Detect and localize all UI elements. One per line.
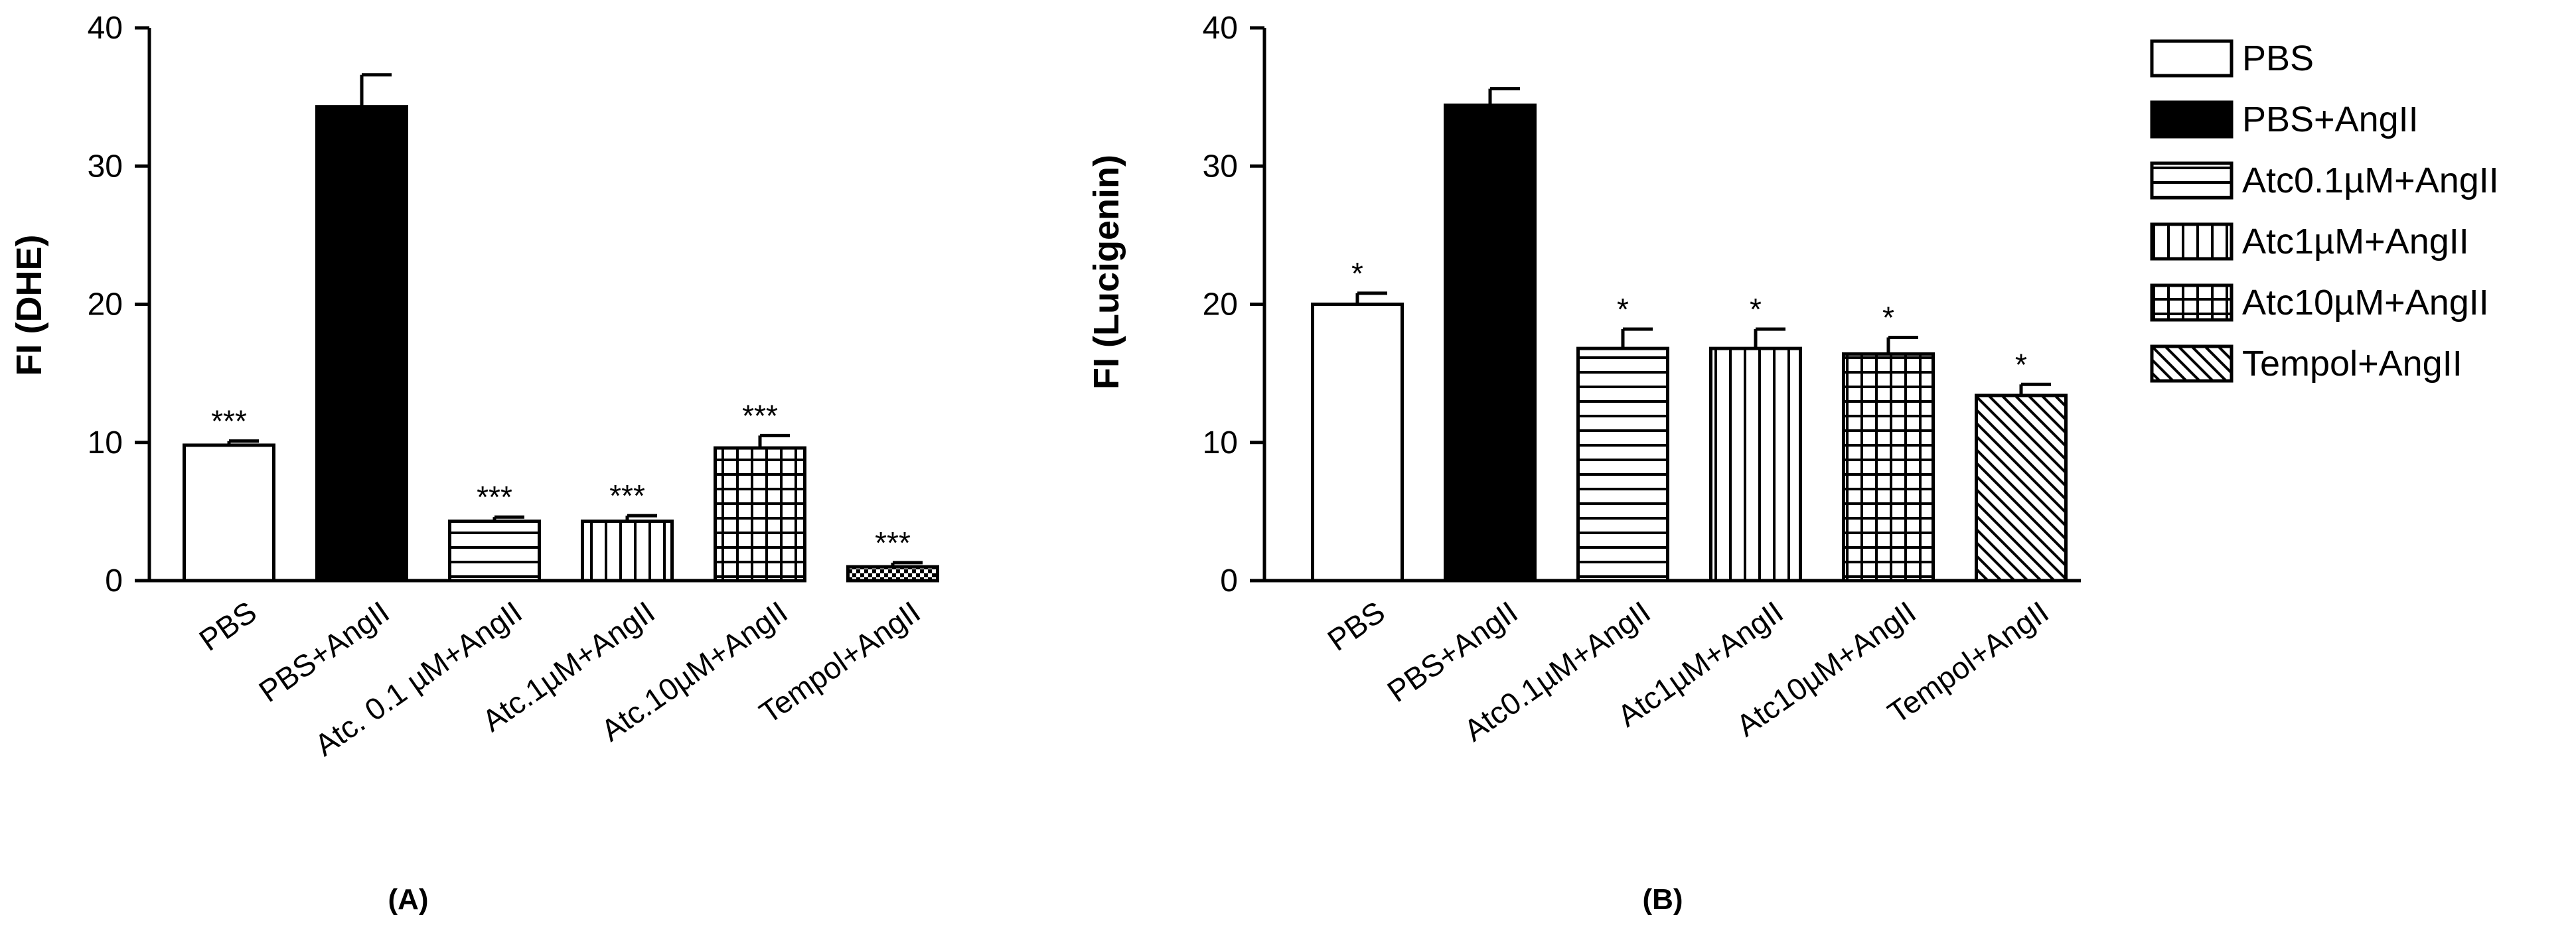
y-tick-label: 0 (105, 563, 123, 599)
legend-swatch (2150, 100, 2234, 139)
y-axis-label: FI (Lucigenin) (1087, 155, 1126, 390)
legend-swatch (2150, 161, 2234, 200)
bar (1842, 352, 1935, 583)
significance-marker: *** (742, 398, 778, 433)
y-axis-label: FI (DHE) (9, 235, 49, 376)
y-tick-label: 30 (88, 149, 123, 184)
panel-label: (A) (388, 883, 428, 916)
legend-label: PBS (2242, 38, 2314, 78)
bar (183, 443, 275, 583)
legend-label: Atc10µM+AngII (2242, 283, 2489, 322)
bar (1311, 303, 1404, 583)
significance-marker: * (1882, 300, 1894, 334)
bar (1444, 104, 1537, 583)
legend-swatch (2150, 39, 2234, 78)
y-tick-label: 30 (1203, 149, 1238, 184)
x-tick-label: PBS (193, 595, 263, 658)
significance-marker: * (2015, 347, 2027, 382)
legend: PBS PBS+AngII Atc0.1µM+AngII Atc1µM+AngII At… (2150, 38, 2499, 384)
legend-swatch (2150, 344, 2234, 383)
significance-marker: *** (875, 526, 911, 560)
legend-swatch (2150, 222, 2234, 261)
panel-label: (B) (1642, 883, 1683, 916)
y-tick-label: 10 (1203, 425, 1238, 461)
legend-label: Atc0.1µM+AngII (2242, 161, 2499, 200)
significance-marker: * (1750, 292, 1762, 326)
legend-swatch (2150, 283, 2234, 322)
bar (315, 105, 408, 583)
y-tick-label: 20 (88, 287, 123, 322)
y-tick-label: 20 (1203, 287, 1238, 322)
legend-label: Tempol+AngII (2242, 344, 2462, 384)
bar (1709, 346, 1802, 583)
significance-marker: *** (609, 478, 645, 513)
significance-marker: * (1351, 256, 1363, 291)
y-tick-label: 10 (88, 425, 123, 461)
y-tick-label: 40 (1203, 11, 1238, 46)
significance-marker: *** (477, 480, 512, 514)
legend-label: PBS+AngII (2242, 100, 2419, 139)
x-tick-label: PBS (1322, 595, 1391, 658)
bar (846, 565, 939, 583)
y-tick-label: 0 (1220, 563, 1238, 599)
significance-marker: * (1617, 292, 1629, 326)
bar (448, 519, 541, 583)
bar (581, 519, 674, 583)
bar (1975, 393, 2068, 583)
significance-marker: *** (211, 404, 247, 439)
bar (1576, 346, 1669, 583)
legend-label: Atc1µM+AngII (2242, 222, 2469, 261)
y-tick-label: 40 (88, 11, 123, 46)
bar (714, 446, 806, 583)
